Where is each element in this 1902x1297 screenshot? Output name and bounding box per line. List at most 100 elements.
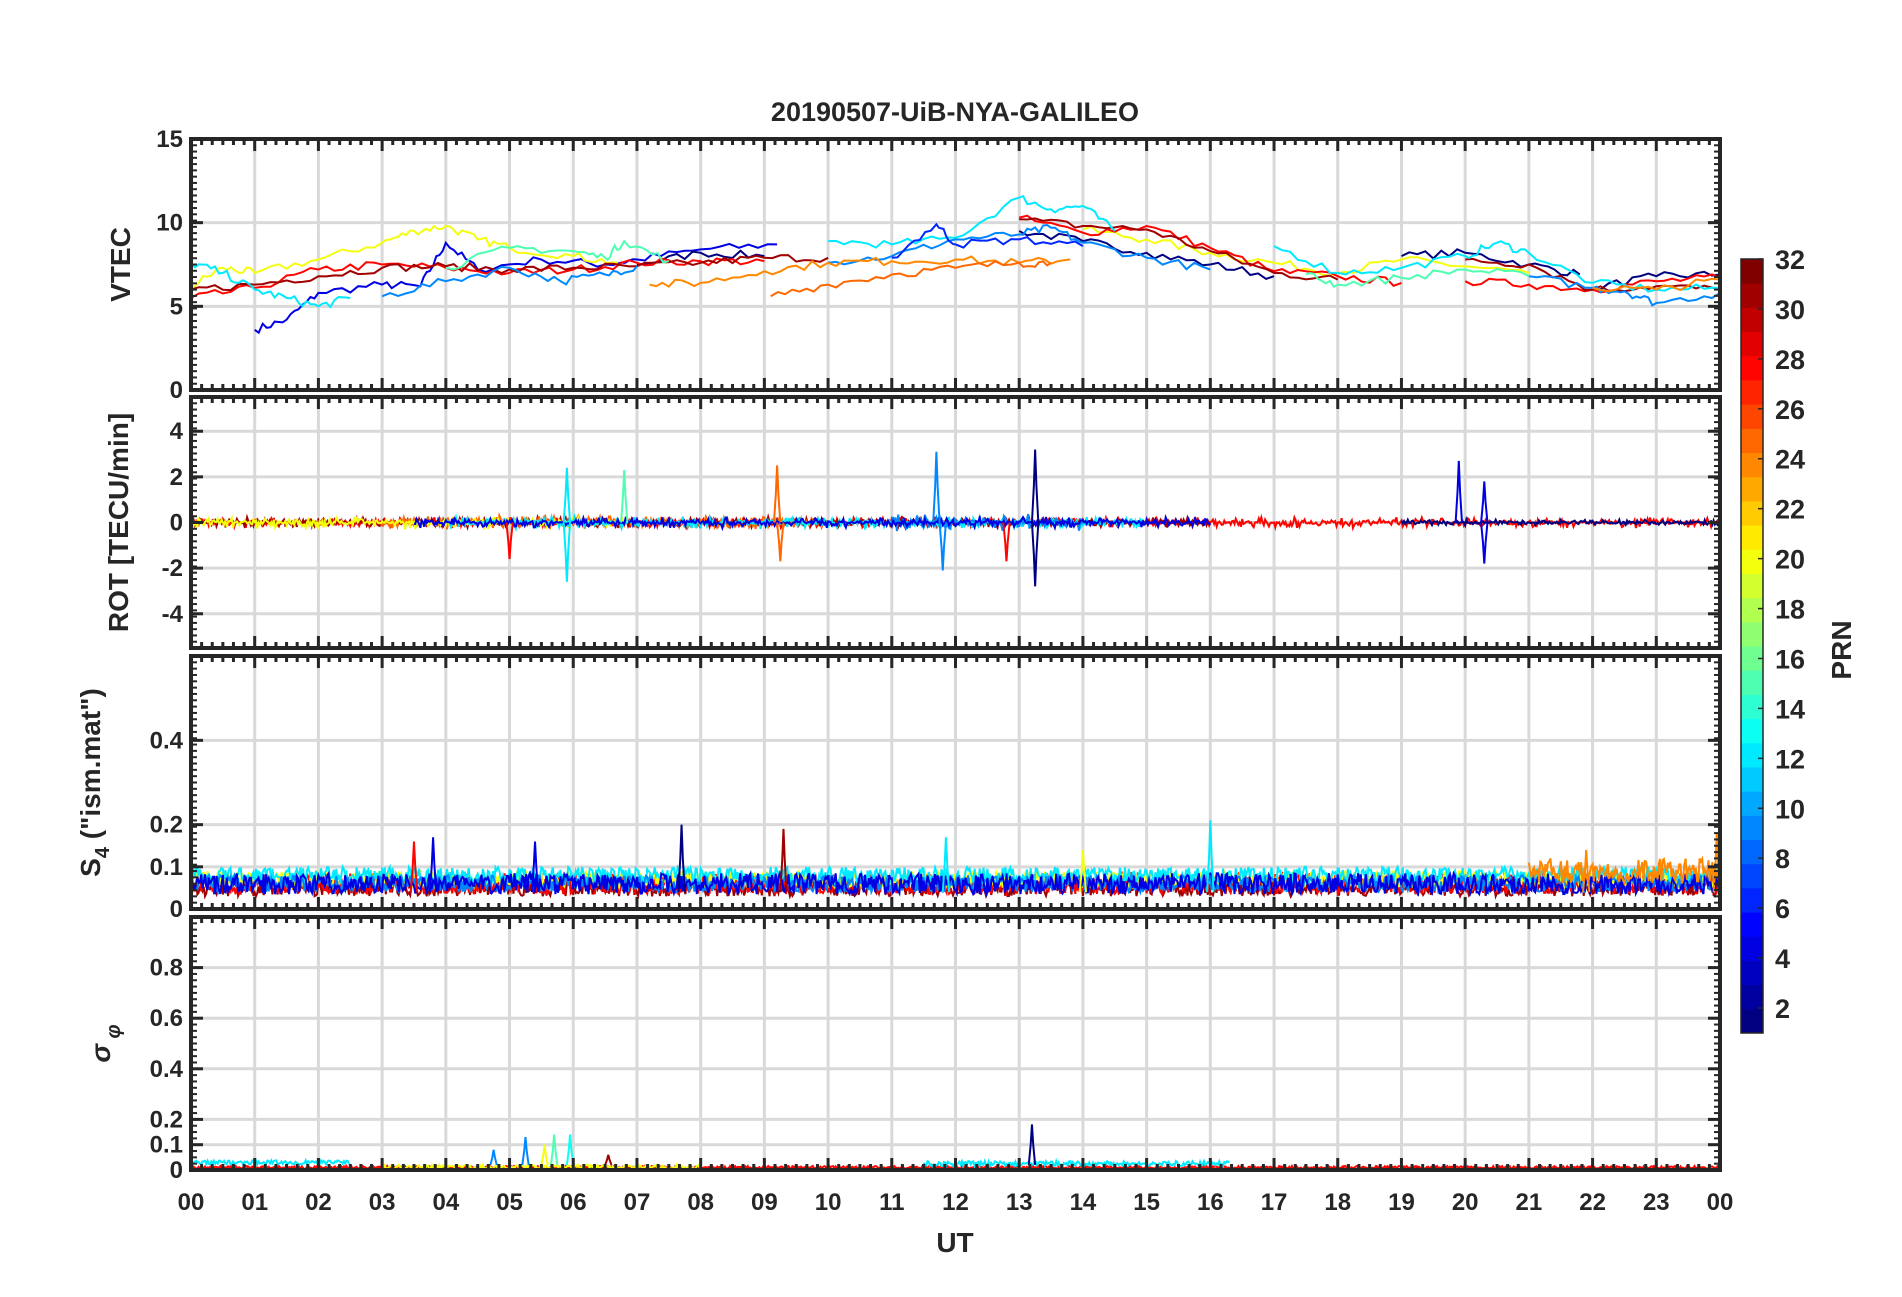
x-tick-label: 10 [815, 1189, 842, 1216]
x-tick-label: 13 [1006, 1189, 1033, 1216]
spike-prn-9 [938, 522, 947, 571]
spike-prn-1 [677, 824, 686, 893]
y-tick-label: 0 [170, 377, 183, 404]
panel-s4: 0 0.1 0.2 0.4 S4 ("ism.mat") [75, 654, 1722, 923]
colorbar-bin-prn-30 [1741, 307, 1763, 333]
y-tick-label: 15 [156, 126, 183, 153]
series-line-prn-6 [891, 222, 1084, 259]
colorbar-tick-label: 8 [1775, 844, 1790, 874]
spike-prn-25 [776, 522, 785, 562]
y-tick-label: 0.4 [150, 727, 184, 754]
spike-prn-24 [1582, 849, 1591, 893]
spike-prn-12 [941, 837, 951, 893]
colorbar-bin-prn-5 [1741, 912, 1763, 937]
colorbar-bin-prn-6 [1741, 887, 1763, 913]
x-tick-label: 02 [305, 1189, 332, 1216]
series-line-prn-12 [922, 1157, 1230, 1170]
spike-prn-4 [1480, 481, 1489, 523]
series-line-prn-24 [649, 255, 1071, 288]
colorbar-tick-label: 30 [1775, 295, 1805, 325]
y-tick-label: 0.6 [150, 1005, 183, 1032]
x-tick-label: 16 [1197, 1189, 1224, 1216]
y-tick-label: 0 [170, 1157, 183, 1184]
x-tick-label: 15 [1133, 1189, 1160, 1216]
x-tick-label: 17 [1261, 1189, 1288, 1216]
series-line-prn-12 [445, 512, 1148, 533]
series-line-prn-25 [770, 260, 1052, 298]
colorbar-bin-prn-32 [1741, 259, 1763, 284]
panel-sigma_phi: 00.10.2 0.4 0.6 0.8 σ φ [85, 915, 1722, 1184]
colorbar-bin-prn-9 [1741, 815, 1763, 840]
y-tick-label: 0.4 [150, 1056, 184, 1083]
series-line-prn-4 [413, 513, 1212, 532]
x-tick-label: 21 [1516, 1189, 1543, 1216]
y-axis-label-sigma_phi: σ φ [85, 1024, 125, 1062]
spike-prn-1 [1027, 1124, 1037, 1166]
y-tick-label: 0.2 [150, 812, 183, 839]
spike-prn-9 [521, 1137, 530, 1166]
spike-prn-15 [620, 469, 629, 523]
colorbar-bin-prn-17 [1741, 621, 1763, 647]
x-tick-label: 12 [942, 1189, 969, 1216]
series-group [191, 194, 1720, 335]
colorbar-tick-label: 26 [1775, 395, 1805, 425]
x-tick-label: 06 [560, 1189, 587, 1216]
colorbar-bin-prn-20 [1741, 549, 1763, 574]
spike-prn-20 [540, 1144, 549, 1166]
y-tick-label: -2 [162, 555, 183, 582]
colorbar-bin-prn-15 [1741, 670, 1763, 695]
colorbar-tick-label: 20 [1775, 545, 1805, 575]
x-tick-label: 00 [1707, 1189, 1734, 1216]
x-tick-label: 01 [241, 1189, 268, 1216]
y-tick-label: -4 [162, 601, 184, 628]
colorbar-bin-prn-22 [1741, 500, 1763, 526]
spike-prn-20 [1078, 849, 1088, 893]
colorbar-tick-label: 2 [1775, 994, 1790, 1024]
colorbar-bin-prn-28 [1741, 355, 1763, 381]
colorbar-tick-label: 10 [1775, 794, 1805, 824]
colorbar-tick-label: 16 [1775, 644, 1805, 674]
colorbar-tick-label: 22 [1775, 495, 1805, 525]
chart-title: 20190507-UiB-NYA-GALILEO [771, 97, 1139, 127]
series-line-prn-31 [1019, 217, 1339, 281]
colorbar-frame [1740, 258, 1764, 1034]
spike-prn-1 [1030, 449, 1040, 523]
spike-prn-25 [772, 465, 782, 523]
series-line-prn-20 [191, 224, 618, 288]
series-line-prn-28 [1018, 214, 1402, 287]
series-line-prn-9 [1528, 275, 1720, 307]
x-tick-label: 03 [369, 1189, 396, 1216]
y-tick-label: 0.2 [150, 1106, 183, 1133]
colorbar-bin-prn-14 [1741, 694, 1763, 720]
colorbar-bin-prn-23 [1741, 476, 1763, 502]
series-line-prn-4 [191, 869, 1720, 899]
spike-prn-15 [549, 1134, 559, 1166]
colorbar-tick-label: 18 [1775, 595, 1805, 625]
spike-prn-12 [1206, 820, 1215, 893]
x-tick-label: 04 [432, 1189, 459, 1216]
spike-prn-9 [489, 1149, 498, 1166]
colorbar-tick-label: 24 [1775, 445, 1805, 475]
series-line-prn-24 [1592, 277, 1720, 293]
series-line-prn-9 [381, 265, 638, 298]
colorbar-bin-prn-29 [1741, 331, 1763, 357]
colorbar-bin-prn-31 [1741, 283, 1763, 308]
colorbar-tick-label: 4 [1775, 944, 1790, 974]
series-line-prn-31 [1465, 257, 1720, 293]
colorbar-bin-prn-7 [1741, 863, 1763, 889]
colorbar-bin-prn-16 [1741, 646, 1763, 671]
colorbar-bin-prn-18 [1741, 597, 1763, 623]
colorbar-bin-prn-26 [1741, 404, 1763, 429]
spike-prn-31 [779, 828, 788, 893]
series-line-prn-15 [445, 239, 670, 271]
colorbar-bin-prn-10 [1741, 791, 1763, 816]
spike-prn-4 [428, 837, 438, 893]
x-tick-label: 08 [687, 1189, 714, 1216]
series-line-prn-15 [1305, 267, 1530, 288]
colorbar-bin-prn-8 [1741, 839, 1763, 865]
colorbar-bin-prn-3 [1741, 960, 1763, 986]
x-tick-label: 09 [751, 1189, 778, 1216]
x-axis-label: UT [936, 1227, 973, 1258]
colorbar-tick-label: 14 [1775, 694, 1805, 724]
x-tick-label: 23 [1643, 1189, 1670, 1216]
